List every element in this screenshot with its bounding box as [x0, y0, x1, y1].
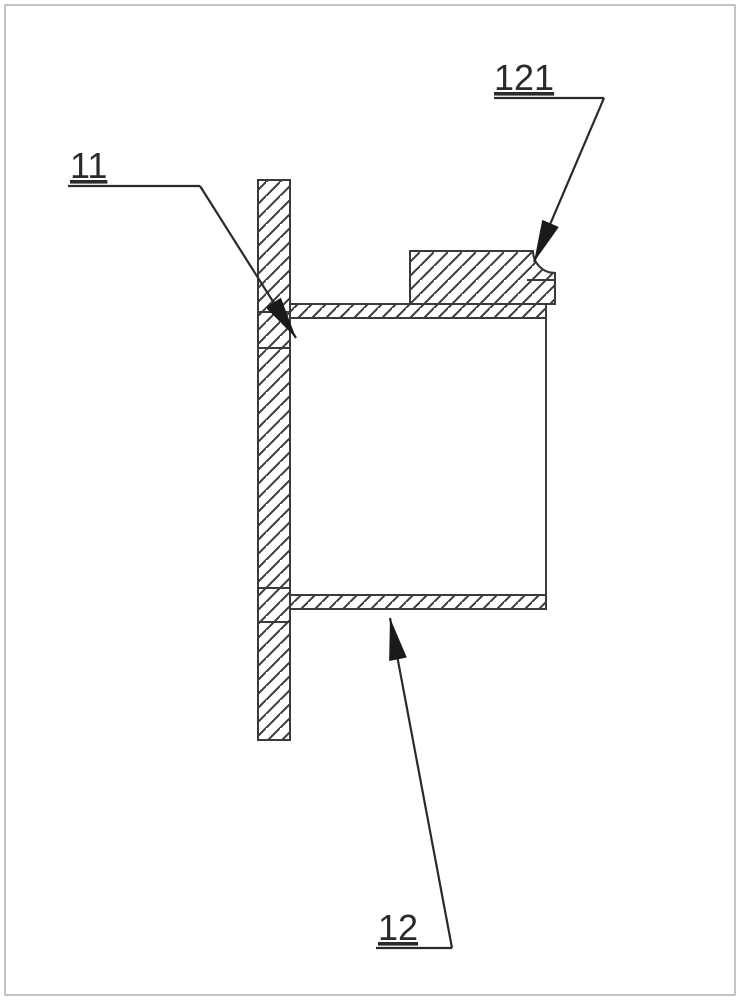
labels: 11 121 12 [70, 57, 554, 948]
leader-arrowhead [389, 618, 407, 661]
lug-121 [410, 251, 555, 304]
cross-section [258, 180, 555, 740]
leader-arrowhead [534, 220, 559, 262]
label-11: 11 [70, 145, 107, 186]
cylinder-wall-top [290, 304, 546, 318]
leaders [68, 98, 604, 948]
label-12: 12 [378, 907, 418, 948]
cylinder-wall-bottom [290, 595, 546, 609]
drawing-frame [5, 5, 735, 995]
label-121: 121 [494, 57, 554, 98]
plate-11 [258, 180, 290, 740]
